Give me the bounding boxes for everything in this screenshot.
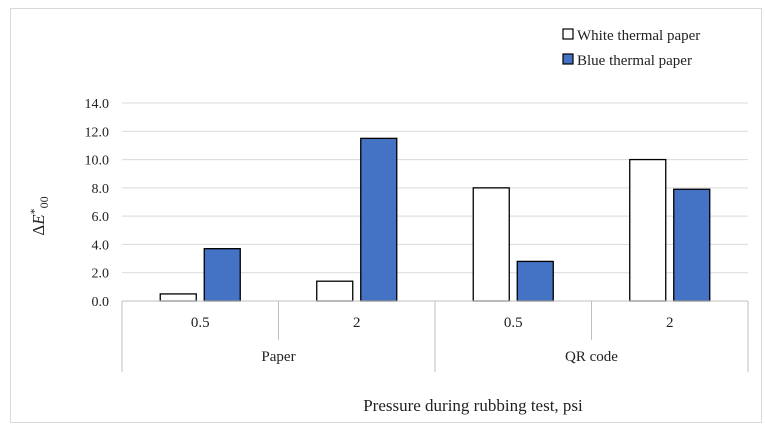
legend-swatch xyxy=(562,53,574,65)
x-category-label: 0.5 xyxy=(504,315,523,331)
y-tick-label: 0.0 xyxy=(92,295,110,310)
bar xyxy=(203,248,241,302)
y-tick-label: 8.0 xyxy=(92,182,110,197)
legend-swatch xyxy=(562,28,574,40)
bar xyxy=(472,187,510,302)
y-axis-ticks: 0.0 2.0 4.0 6.0 8.0 10.0 12.0 14.0 xyxy=(85,97,110,310)
bars xyxy=(159,137,711,302)
bar xyxy=(159,293,197,302)
x-axis-title: Pressure during rubbing test, psi xyxy=(363,396,583,415)
y-tick-label: 4.0 xyxy=(92,238,110,253)
bar xyxy=(673,188,711,302)
x-group-label: QR code xyxy=(565,349,618,365)
x-group-label: Paper xyxy=(261,349,295,365)
x-category-label: 2 xyxy=(666,315,674,331)
y-tick-label: 12.0 xyxy=(85,125,110,140)
legend-label: Blue thermal paper xyxy=(577,53,692,69)
bar xyxy=(516,260,554,302)
y-tick-label: 2.0 xyxy=(92,267,110,282)
x-category-label: 0.5 xyxy=(191,315,210,331)
y-tick-label: 10.0 xyxy=(85,154,110,169)
x-axis: 0.5 2 0.5 2 Paper QR code xyxy=(121,300,749,372)
y-tick-label: 14.0 xyxy=(85,97,110,112)
bar xyxy=(629,158,667,302)
y-axis-title: ΔE*00 xyxy=(27,196,51,235)
bar xyxy=(360,137,398,302)
bar xyxy=(316,280,354,302)
x-category-label: 2 xyxy=(353,315,361,331)
y-tick-label: 6.0 xyxy=(92,210,110,225)
legend-label: White thermal paper xyxy=(577,28,700,44)
legend: White thermal paper Blue thermal paper xyxy=(562,28,700,69)
